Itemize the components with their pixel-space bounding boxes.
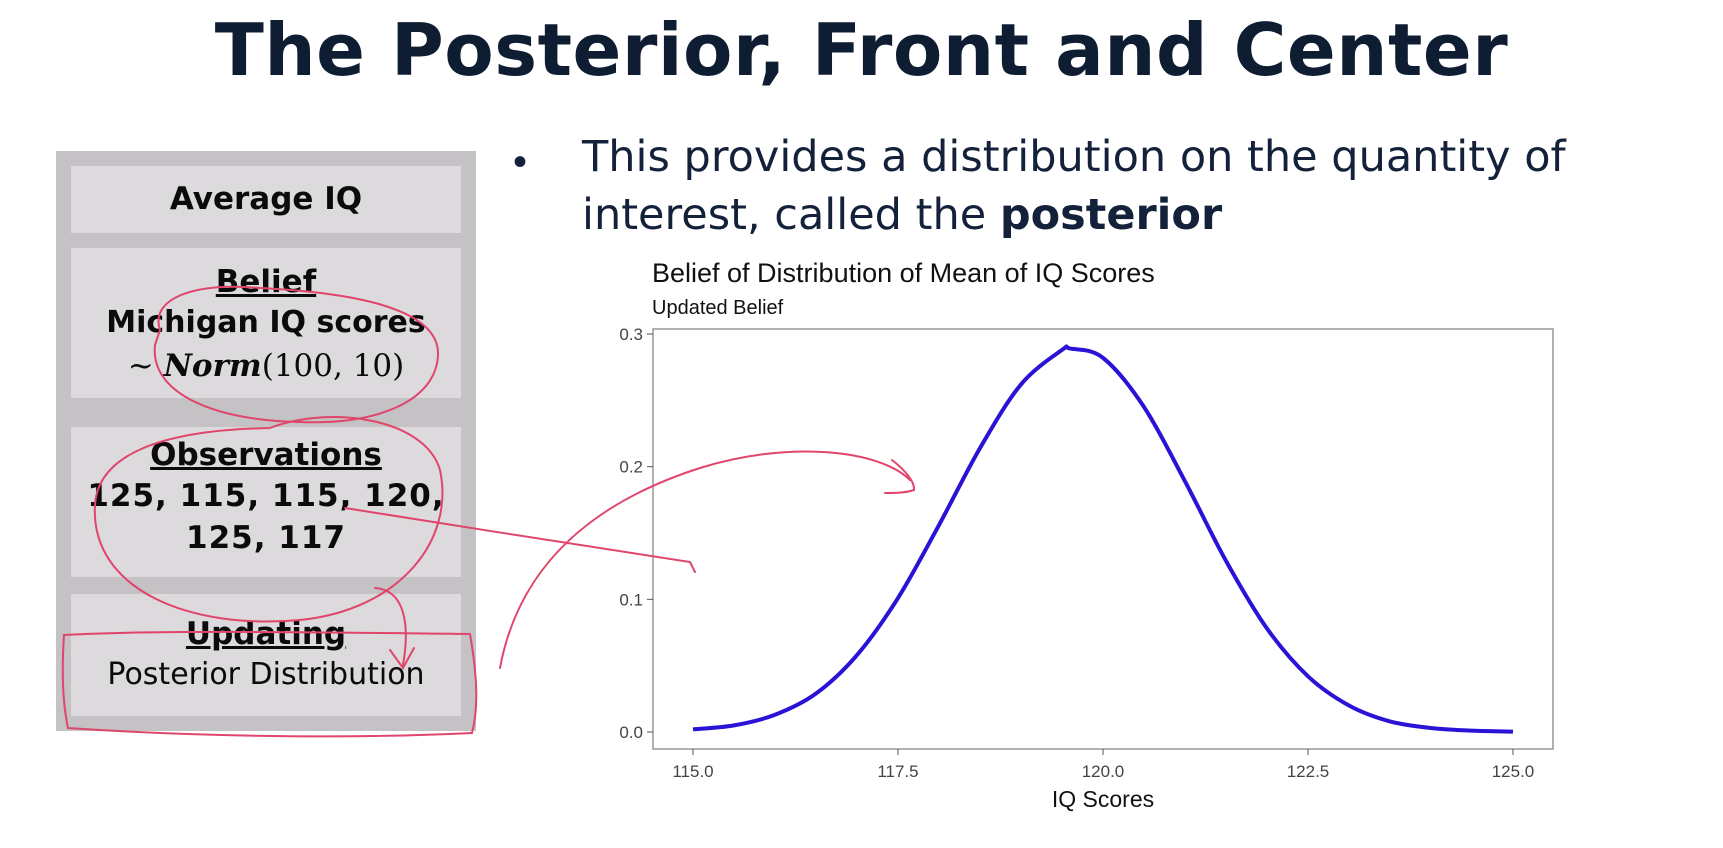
bullet-text-bold: posterior	[999, 190, 1223, 240]
chart-subtitle: Updated Belief	[652, 297, 784, 319]
bullet-text: This provides a distribution on the quan…	[582, 128, 1582, 244]
slide-title: The Posterior, Front and Center	[214, 8, 1509, 92]
belief-line: Michigan IQ scores	[106, 305, 426, 340]
x-tick-label: 117.5	[877, 762, 918, 781]
formula-name: Norm	[163, 348, 262, 384]
updating-heading: Updating	[185, 616, 347, 652]
average-iq-box: Average IQ	[71, 166, 461, 233]
updating-box: Updating Posterior Distribution	[71, 594, 461, 716]
y-tick-label: 0.3	[619, 325, 643, 344]
updating-line: Posterior Distribution	[107, 657, 425, 692]
axis-ticks: 115.0 117.5 120.0 122.5 125.0 0.0 0.1 0.2 0.3	[619, 325, 1534, 781]
x-tick-label: 122.5	[1287, 762, 1330, 781]
x-tick-label: 125.0	[1492, 762, 1535, 781]
belief-box: Belief Michigan IQ scores ~ Norm(100, 10…	[71, 248, 461, 398]
bullet-text-plain: This provides a distribution on the quan…	[582, 132, 1566, 240]
x-axis-label: IQ Scores	[1052, 786, 1154, 812]
average-iq-heading: Average IQ	[169, 181, 363, 217]
plot-frame	[652, 328, 1554, 750]
posterior-chart: Belief of Distribution of Mean of IQ Sco…	[619, 258, 1554, 812]
formula-args: (100, 10)	[261, 348, 405, 384]
observations-line-2: 125, 117	[186, 520, 346, 556]
bullet-dot: •	[513, 140, 528, 184]
y-tick-label: 0.0	[619, 723, 643, 742]
x-tick-label: 120.0	[1082, 762, 1125, 781]
formula-prefix: ~	[127, 348, 164, 384]
observations-heading: Observations	[150, 437, 382, 473]
concept-panel: Average IQ Belief Michigan IQ scores ~ N…	[56, 151, 476, 731]
observations-box: Observations 125, 115, 115, 120, 125, 11…	[71, 427, 461, 577]
observations-line-1: 125, 115, 115, 120,	[87, 478, 445, 514]
x-tick-label: 115.0	[672, 762, 713, 781]
belief-formula: ~ Norm(100, 10)	[71, 344, 461, 388]
chart-title: Belief of Distribution of Mean of IQ Sco…	[652, 258, 1155, 288]
y-tick-label: 0.1	[619, 590, 643, 609]
belief-heading: Belief	[215, 264, 317, 300]
y-tick-label: 0.2	[619, 458, 643, 477]
posterior-curve	[692, 344, 1514, 734]
